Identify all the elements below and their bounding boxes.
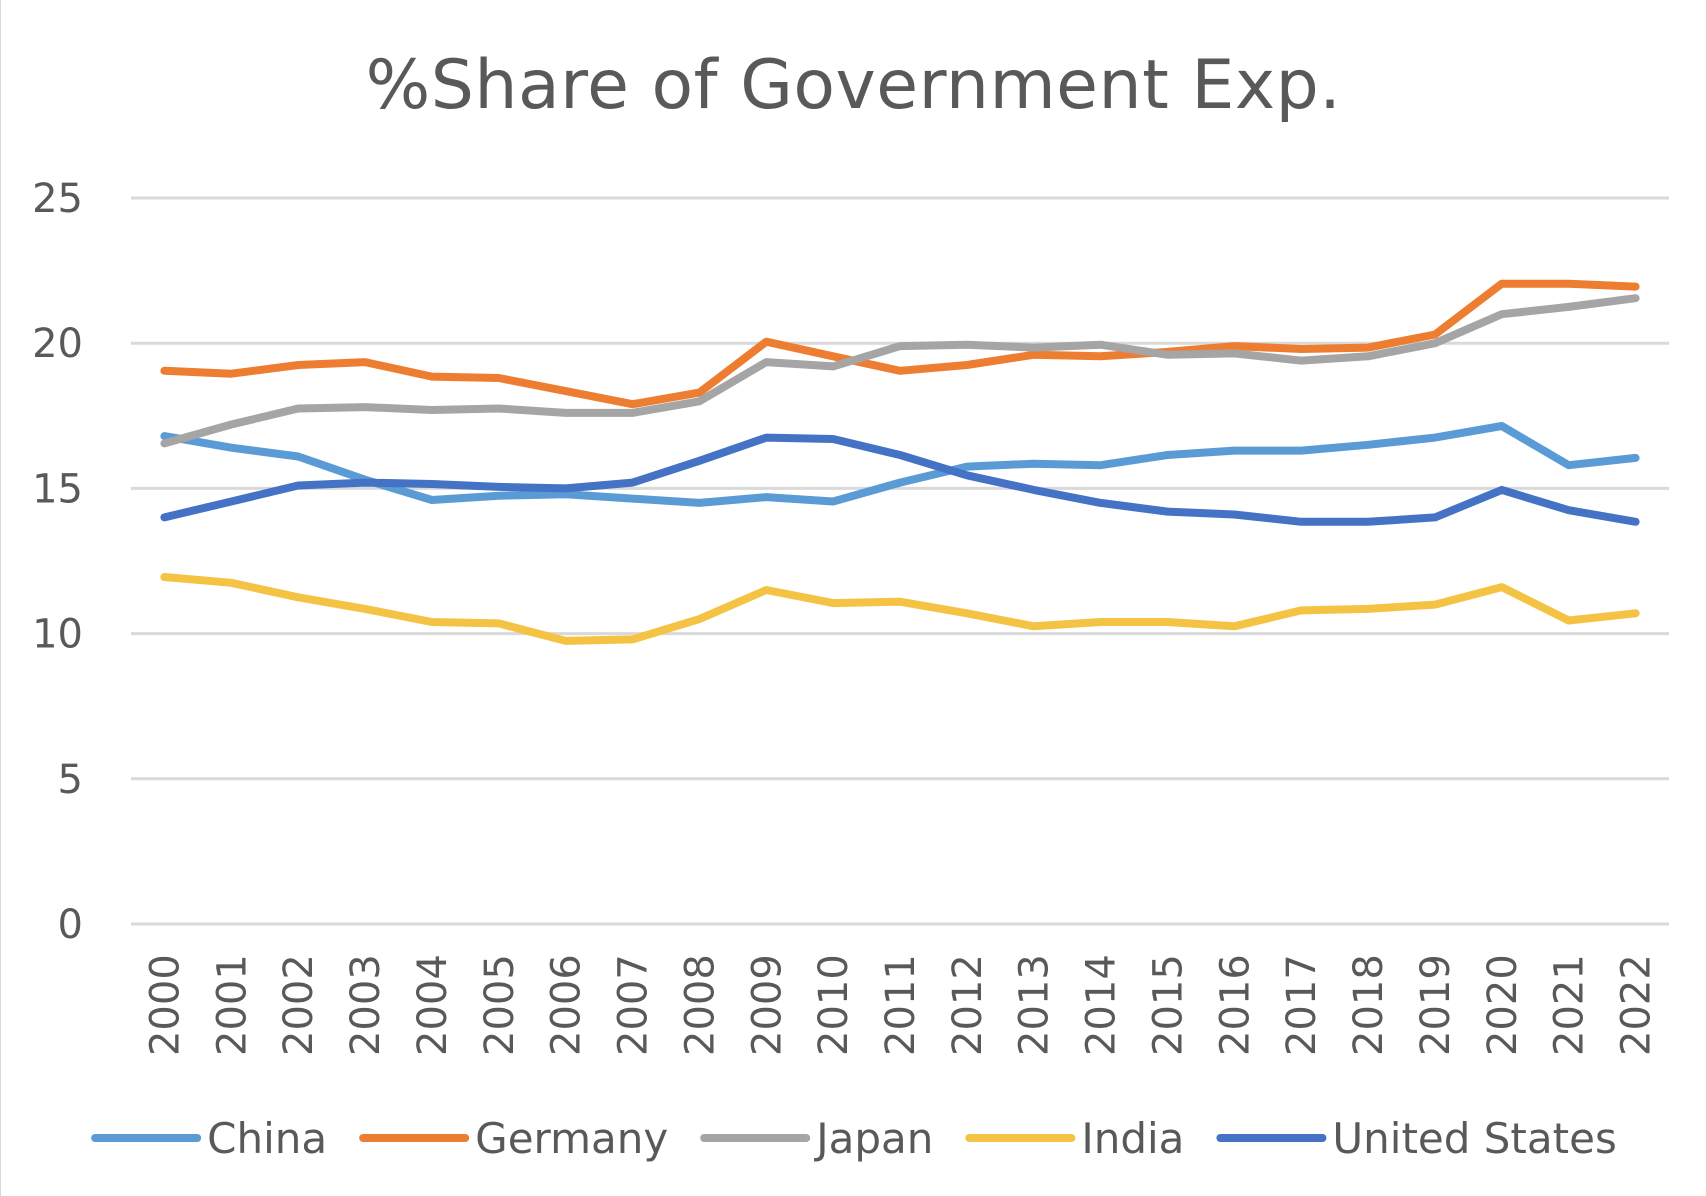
series-line-germany (160, 279, 1640, 409)
y-tick-label: 25 (32, 176, 83, 222)
gridlines (131, 196, 1669, 926)
x-tick-label: 2021 (1547, 954, 1593, 1056)
y-tick-label: 15 (32, 466, 83, 512)
y-tick-label: 20 (32, 321, 83, 367)
legend-item-japan: Japan (700, 1114, 933, 1163)
legend-label: India (1081, 1114, 1184, 1163)
legend-item-india: India (965, 1114, 1184, 1163)
x-tick-label: 2011 (878, 954, 924, 1056)
series-line-united-states (160, 433, 1640, 526)
x-tick-label: 2016 (1212, 954, 1258, 1056)
y-axis-tick-labels: 0 5 10 15 20 25 (32, 176, 83, 948)
x-tick-label: 2000 (142, 954, 188, 1056)
y-tick-label: 0 (58, 902, 83, 948)
x-tick-label: 2008 (677, 954, 723, 1056)
x-tick-label: 2015 (1145, 954, 1191, 1056)
chart-title: %Share of Government Exp. (365, 46, 1342, 125)
x-tick-label: 2005 (477, 954, 523, 1056)
series-line-japan (160, 294, 1640, 448)
x-tick-label: 2020 (1480, 954, 1526, 1056)
legend-label: China (207, 1114, 327, 1163)
x-tick-label: 2006 (544, 954, 590, 1056)
series-line-india (160, 573, 1640, 645)
y-tick-label: 5 (58, 757, 83, 803)
series-line-china (160, 422, 1640, 507)
x-tick-label: 2004 (410, 954, 456, 1056)
x-tick-label: 2009 (744, 954, 790, 1056)
legend-item-germany: Germany (359, 1114, 668, 1163)
series-lines (160, 279, 1640, 645)
x-tick-label: 2019 (1413, 954, 1459, 1056)
x-tick-label: 2001 (209, 954, 255, 1056)
x-tick-label: 2022 (1614, 954, 1660, 1056)
legend-label: Germany (475, 1114, 668, 1163)
x-tick-label: 2007 (611, 954, 657, 1056)
x-tick-label: 2017 (1279, 954, 1325, 1056)
legend-item-china: China (91, 1114, 327, 1163)
legend-label: Japan (813, 1114, 933, 1163)
x-tick-label: 2002 (276, 954, 322, 1056)
legend-item-united-states: United States (1216, 1114, 1617, 1163)
x-tick-label: 2018 (1346, 954, 1392, 1056)
legend-label: United States (1332, 1114, 1616, 1163)
x-tick-label: 2010 (811, 954, 857, 1056)
x-tick-label: 2012 (945, 954, 991, 1056)
x-tick-label: 2013 (1012, 954, 1058, 1056)
legend: China Germany Japan India United States (91, 1114, 1617, 1163)
y-tick-label: 10 (32, 612, 83, 658)
x-tick-label: 2003 (343, 954, 389, 1056)
x-tick-label: 2014 (1079, 954, 1125, 1056)
x-axis-tick-labels: 2000 2001 2002 2003 2004 2005 2006 2007 2008 2009… (142, 954, 1659, 1056)
